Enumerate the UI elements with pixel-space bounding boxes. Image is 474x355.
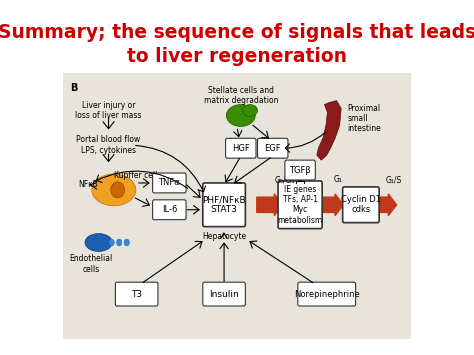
Text: Endothelial
cells: Endothelial cells bbox=[69, 255, 113, 274]
Text: IL-6: IL-6 bbox=[162, 205, 177, 214]
Text: TNFα: TNFα bbox=[158, 179, 180, 187]
Ellipse shape bbox=[92, 174, 136, 206]
Ellipse shape bbox=[85, 234, 112, 251]
FancyBboxPatch shape bbox=[63, 73, 411, 339]
Ellipse shape bbox=[111, 182, 125, 198]
FancyBboxPatch shape bbox=[115, 282, 158, 306]
Polygon shape bbox=[374, 194, 397, 216]
FancyBboxPatch shape bbox=[278, 181, 322, 229]
FancyBboxPatch shape bbox=[203, 282, 246, 306]
FancyBboxPatch shape bbox=[257, 138, 288, 158]
FancyBboxPatch shape bbox=[153, 173, 186, 193]
Text: EGF: EGF bbox=[264, 144, 281, 153]
Text: Insulin: Insulin bbox=[209, 290, 239, 299]
Text: Kupffer cells: Kupffer cells bbox=[114, 170, 161, 180]
Text: Summary; the sequence of signals that leads
to liver regeneration: Summary; the sequence of signals that le… bbox=[0, 23, 474, 66]
Text: Stellate cells and
matrix degradation: Stellate cells and matrix degradation bbox=[203, 86, 278, 105]
Text: T3: T3 bbox=[131, 290, 142, 299]
Text: NFκB: NFκB bbox=[78, 180, 98, 190]
Polygon shape bbox=[318, 194, 344, 216]
Ellipse shape bbox=[124, 239, 129, 246]
Ellipse shape bbox=[227, 105, 255, 126]
Text: G₀/G₁: G₀/G₁ bbox=[274, 175, 295, 185]
FancyBboxPatch shape bbox=[298, 282, 356, 306]
Ellipse shape bbox=[242, 105, 257, 116]
Text: Cyclin D1
cdks: Cyclin D1 cdks bbox=[341, 195, 381, 214]
Ellipse shape bbox=[109, 239, 114, 246]
FancyBboxPatch shape bbox=[226, 138, 256, 158]
Polygon shape bbox=[257, 194, 283, 216]
Text: G₁/S: G₁/S bbox=[385, 175, 402, 185]
Text: IE genes
TFs, AP-1
Myc
metabolism: IE genes TFs, AP-1 Myc metabolism bbox=[277, 185, 323, 225]
Text: Proximal
small
intestine: Proximal small intestine bbox=[347, 104, 381, 133]
Text: Hepatocyte: Hepatocyte bbox=[202, 231, 246, 241]
Ellipse shape bbox=[117, 239, 122, 246]
Text: TGFβ: TGFβ bbox=[289, 165, 311, 175]
Text: Liver injury or
loss of liver mass: Liver injury or loss of liver mass bbox=[75, 100, 142, 120]
Text: B: B bbox=[71, 83, 78, 93]
FancyBboxPatch shape bbox=[285, 160, 315, 180]
FancyBboxPatch shape bbox=[153, 200, 186, 220]
Text: HGF: HGF bbox=[232, 144, 250, 153]
Text: Portal blood flow
LPS, cytokines: Portal blood flow LPS, cytokines bbox=[76, 135, 141, 155]
FancyBboxPatch shape bbox=[203, 183, 246, 226]
Text: G₁: G₁ bbox=[334, 175, 343, 185]
Text: PHF/NFκB
STAT3: PHF/NFκB STAT3 bbox=[202, 195, 246, 214]
FancyBboxPatch shape bbox=[343, 187, 379, 223]
Polygon shape bbox=[317, 100, 341, 160]
Text: Norepinephrine: Norepinephrine bbox=[294, 290, 360, 299]
